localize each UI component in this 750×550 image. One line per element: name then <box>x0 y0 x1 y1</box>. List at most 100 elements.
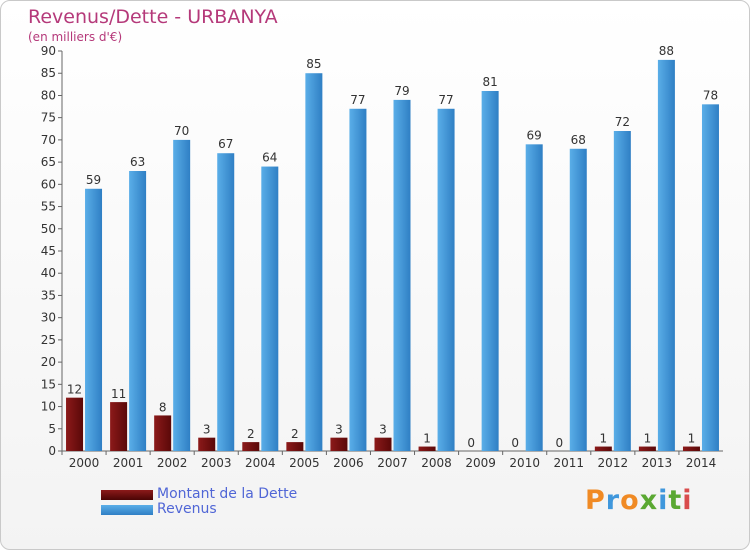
bar-revenus <box>129 171 147 451</box>
bar-revenus <box>657 59 675 452</box>
data-label-revenus: 88 <box>659 44 674 58</box>
chart-title: Revenus/Dette - URBANYA <box>28 6 278 28</box>
y-tick-label: 90 <box>41 44 56 58</box>
x-tick-label: 2003 <box>201 456 232 470</box>
data-label-dette: 0 <box>511 436 519 450</box>
bar-revenus <box>701 104 719 451</box>
bar-revenus <box>217 153 235 451</box>
logo-letter: t <box>668 485 683 516</box>
y-tick-label: 55 <box>41 200 56 214</box>
data-label-dette: 1 <box>600 432 608 446</box>
data-label-dette: 1 <box>644 432 652 446</box>
y-tick-label: 65 <box>41 155 56 169</box>
y-tick-label: 25 <box>41 333 56 347</box>
y-tick-label: 10 <box>41 400 56 414</box>
logo-letter: x <box>639 485 659 516</box>
data-label-revenus: 79 <box>394 84 409 98</box>
logo-letter: o <box>620 485 640 516</box>
bar-revenus <box>437 108 455 452</box>
bar-revenus <box>85 188 103 451</box>
data-label-revenus: 81 <box>482 75 497 89</box>
bar-dette <box>286 442 304 451</box>
data-label-dette: 3 <box>379 423 387 437</box>
y-tick-label: 80 <box>41 88 56 102</box>
legend-label-revenus: Revenus <box>157 501 217 517</box>
bar-dette <box>638 446 656 451</box>
y-tick-label: 60 <box>41 177 56 191</box>
logo-letter: i <box>658 485 669 516</box>
data-label-revenus: 77 <box>350 93 365 107</box>
bar-dette <box>594 446 612 451</box>
x-tick-label: 2004 <box>245 456 276 470</box>
bar-revenus <box>305 73 323 451</box>
x-tick-label: 2005 <box>289 456 320 470</box>
bar-revenus <box>569 148 587 451</box>
data-label-revenus: 59 <box>86 173 101 187</box>
y-tick-label: 75 <box>41 111 56 125</box>
bar-revenus <box>481 91 499 451</box>
y-tick-label: 85 <box>41 66 56 80</box>
x-tick-label: 2013 <box>642 456 673 470</box>
data-label-dette: 3 <box>335 423 343 437</box>
data-label-dette: 3 <box>203 423 211 437</box>
bar-revenus <box>613 131 631 451</box>
data-label-revenus: 64 <box>262 151 277 165</box>
bar-revenus <box>393 99 411 451</box>
y-tick-label: 5 <box>48 422 56 436</box>
data-label-revenus: 63 <box>130 155 145 169</box>
bar-dette <box>418 446 436 451</box>
legend-swatch-dette <box>101 490 153 500</box>
data-label-revenus: 72 <box>615 115 630 129</box>
bar-dette <box>198 437 216 451</box>
bar-dette <box>154 415 172 451</box>
x-tick-label: 2008 <box>421 456 452 470</box>
data-label-dette: 2 <box>247 427 255 441</box>
data-label-revenus: 69 <box>527 128 542 142</box>
bar-dette <box>374 437 392 451</box>
bar-revenus <box>349 108 367 452</box>
data-label-dette: 12 <box>67 383 82 397</box>
logo-letter: i <box>682 485 693 516</box>
x-tick-label: 2009 <box>465 456 496 470</box>
data-label-revenus: 85 <box>306 57 321 71</box>
bar-dette <box>242 442 260 451</box>
legend-swatch-revenus <box>101 505 153 515</box>
x-tick-label: 2001 <box>113 456 144 470</box>
x-tick-label: 2007 <box>377 456 408 470</box>
data-label-dette: 11 <box>111 387 126 401</box>
x-tick-label: 2014 <box>686 456 717 470</box>
data-label-revenus: 70 <box>174 124 189 138</box>
proxiti-logo: Proxiti <box>585 485 693 516</box>
chart-subtitle: (en milliers d'€) <box>28 30 123 44</box>
logo-letter: r <box>605 485 621 516</box>
bar-dette <box>110 402 128 451</box>
y-tick-label: 35 <box>41 288 56 302</box>
y-tick-label: 0 <box>48 444 56 458</box>
y-tick-label: 50 <box>41 222 56 236</box>
data-label-dette: 1 <box>423 432 431 446</box>
y-tick-label: 20 <box>41 355 56 369</box>
data-label-dette: 8 <box>159 400 167 414</box>
bar-dette <box>66 397 84 451</box>
data-label-dette: 2 <box>291 427 299 441</box>
y-tick-label: 15 <box>41 377 56 391</box>
x-tick-label: 2002 <box>157 456 188 470</box>
data-label-revenus: 68 <box>571 133 586 147</box>
data-label-revenus: 78 <box>703 88 718 102</box>
bar-dette <box>682 446 700 451</box>
x-tick-label: 2006 <box>333 456 364 470</box>
x-tick-label: 2011 <box>553 456 584 470</box>
x-tick-label: 2010 <box>509 456 540 470</box>
bar-revenus <box>261 166 279 452</box>
legend-label-dette: Montant de la Dette <box>157 486 298 502</box>
y-tick-label: 40 <box>41 266 56 280</box>
x-tick-label: 2000 <box>69 456 100 470</box>
bar-revenus <box>173 139 191 451</box>
data-label-dette: 1 <box>688 432 696 446</box>
data-label-dette: 0 <box>467 436 475 450</box>
data-label-revenus: 77 <box>438 93 453 107</box>
logo-letter: P <box>585 485 606 516</box>
y-tick-label: 45 <box>41 244 56 258</box>
